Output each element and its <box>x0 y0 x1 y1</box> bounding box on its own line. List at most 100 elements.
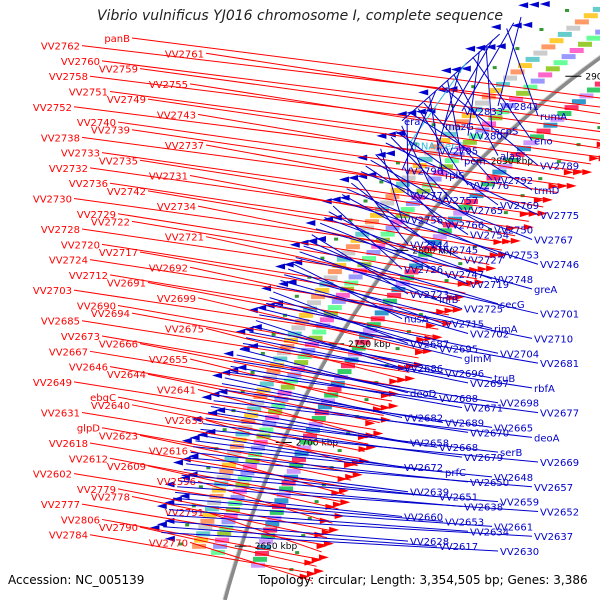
right-gene-label: rumA <box>540 112 567 123</box>
track-dot <box>395 347 400 351</box>
right-label-leader <box>303 245 499 305</box>
gene-block <box>341 363 355 369</box>
left-gene-label: VV2749 <box>107 95 146 106</box>
left-gene-label: VV2692 <box>149 263 188 274</box>
right-gene-label: VV2726 <box>404 265 443 276</box>
right-gene-label: VV2653 <box>445 517 484 528</box>
right-label-leader <box>337 199 539 265</box>
gene-block <box>297 445 312 451</box>
gene-block <box>510 69 525 75</box>
gene-block <box>378 304 393 310</box>
gene-block <box>492 169 507 175</box>
track-dot <box>450 104 455 108</box>
track-dot <box>539 28 544 32</box>
gene-block <box>462 139 477 145</box>
kbp-tick-label: 2800 kbp <box>412 246 455 256</box>
topology-text: Topology: circular; Length: 3,354,505 bp… <box>258 573 588 587</box>
reverse-gene-arrow <box>518 2 529 9</box>
reverse-gene-arrow <box>440 67 451 74</box>
left-label-leader <box>197 205 490 266</box>
right-gene-label: eno <box>534 137 553 148</box>
right-gene-label: VV2750 <box>494 226 533 237</box>
gene-block <box>248 452 263 457</box>
left-label-leader <box>101 152 537 215</box>
right-gene-label: VV2795 <box>439 147 478 158</box>
right-label-leader <box>213 400 533 438</box>
gene-block <box>269 509 284 515</box>
reverse-gene-arrow <box>539 0 550 7</box>
gene-block <box>396 181 411 187</box>
right-label-leader <box>417 108 469 186</box>
right-label-leader <box>186 463 409 493</box>
right-label-leader <box>188 457 533 488</box>
track-dot <box>395 161 400 165</box>
gene-block <box>274 498 289 504</box>
track-dot <box>222 428 227 432</box>
left-gene-label: VV2755 <box>149 80 188 91</box>
right-gene-label: rbfA <box>534 384 555 395</box>
right-gene-label: truB <box>494 374 515 385</box>
left-label-leader <box>197 113 575 179</box>
right-label-leader <box>227 371 539 414</box>
right-label-leader <box>167 514 533 537</box>
right-label-leader <box>230 365 463 409</box>
forward-gene-arrow <box>510 237 521 244</box>
left-gene-label: VV2717 <box>99 248 138 259</box>
track-dot <box>364 398 369 402</box>
left-gene-label: VV2612 <box>69 454 108 465</box>
left-gene-label: VV2759 <box>99 65 138 76</box>
gene-block <box>294 360 309 366</box>
forward-gene-arrow <box>405 375 416 382</box>
gene-block <box>391 287 406 292</box>
left-gene-label: VV2633 <box>165 416 204 427</box>
right-label-leader <box>246 337 469 384</box>
gene-block <box>504 157 519 163</box>
left-gene-label: VV2778 <box>91 493 130 504</box>
gene-block <box>213 543 228 549</box>
right-gene-label: infB <box>439 295 459 306</box>
gene-block <box>223 513 238 519</box>
right-label-leader <box>173 497 444 522</box>
reverse-gene-arrow <box>188 453 199 460</box>
right-gene-label: VV2756 <box>404 216 443 227</box>
right-gene-label: VV2670 <box>470 428 509 439</box>
forward-gene-arrow <box>365 420 376 427</box>
left-gene-label: VV2602 <box>33 470 72 481</box>
reverse-gene-arrow <box>201 394 212 401</box>
gene-block <box>587 87 600 93</box>
gene-block <box>330 380 345 386</box>
gene-block <box>348 274 363 280</box>
gene-block <box>317 404 332 410</box>
right-label-leader <box>165 520 409 542</box>
gene-block <box>225 507 240 513</box>
right-gene-label: VV2702 <box>470 329 509 340</box>
gene-block <box>594 81 600 87</box>
left-label-leader <box>197 297 424 352</box>
right-gene-label: VV2630 <box>500 547 539 558</box>
forward-gene-arrow <box>442 320 453 327</box>
left-gene-label: VV2644 <box>107 370 146 381</box>
right-gene-label: VV2792 <box>494 176 533 187</box>
track-dot <box>260 351 265 355</box>
kbp-tick-label: 2900 kbp <box>585 72 600 82</box>
right-label-leader <box>485 45 493 131</box>
right-gene-label: VV2765 <box>464 206 503 217</box>
reverse-gene-arrow <box>415 108 426 115</box>
gene-block <box>395 213 410 219</box>
right-label-leader <box>221 383 444 423</box>
left-label-leader <box>117 121 567 186</box>
reverse-gene-arrow <box>323 216 334 223</box>
gene-block <box>303 306 317 312</box>
right-label-leader <box>412 113 533 191</box>
left-label-leader <box>147 190 502 251</box>
left-gene-label: VV2685 <box>41 317 80 328</box>
track-dot <box>185 523 190 527</box>
gene-block <box>458 204 473 210</box>
reverse-gene-arrow <box>460 65 471 72</box>
right-label-leader <box>441 85 539 166</box>
gene-block <box>297 354 312 359</box>
forward-gene-arrow <box>523 224 534 231</box>
reverse-gene-arrow <box>272 300 283 307</box>
left-gene-label: VV2666 <box>99 340 138 351</box>
right-gene-label: VV2725 <box>464 305 503 316</box>
